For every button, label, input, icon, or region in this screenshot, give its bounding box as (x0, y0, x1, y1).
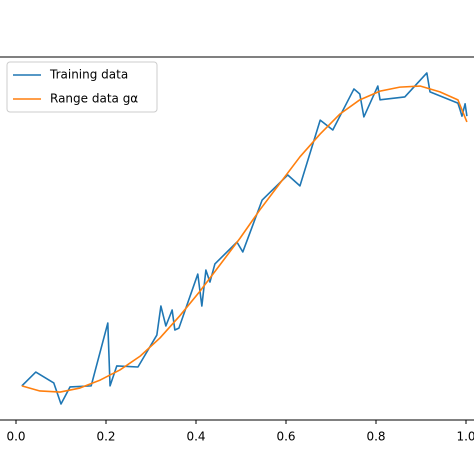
x-tick-label: 0.4 (186, 430, 205, 444)
x-tick-label: 0.6 (276, 430, 295, 444)
x-tick-label: 0.8 (366, 430, 385, 444)
legend-label: Range data gα (50, 92, 138, 106)
x-tick-label: 1.0 (456, 430, 474, 444)
legend-label: Training data (49, 68, 128, 82)
x-tick-label: 0.0 (6, 430, 25, 444)
data-line (21, 85, 468, 393)
plot-frame (0, 56, 474, 421)
x-tick-label: 0.2 (96, 430, 115, 444)
data-line (21, 72, 468, 405)
legend-box (6, 61, 158, 113)
